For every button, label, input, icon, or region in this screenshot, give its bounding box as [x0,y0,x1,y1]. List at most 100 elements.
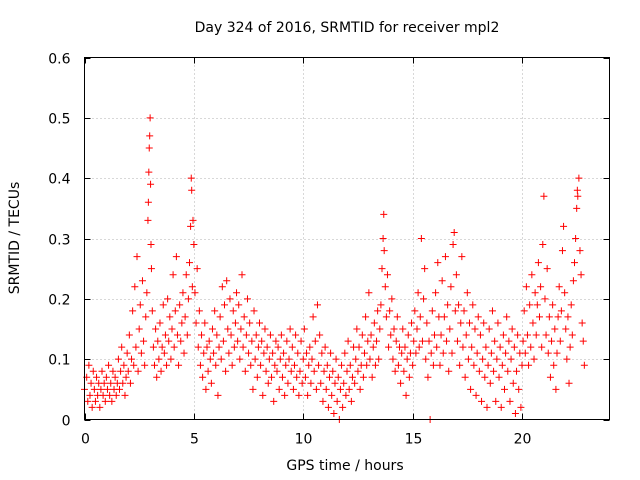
data-point [87,379,95,387]
data-point [165,337,173,345]
data-point [166,313,174,321]
data-point [420,295,428,303]
data-point [363,361,371,369]
data-point [444,301,452,309]
data-point [223,277,231,285]
data-point [319,397,327,405]
data-point [234,337,242,345]
data-point [578,319,586,327]
data-point [404,331,412,339]
data-point [187,174,195,182]
data-point [141,361,149,369]
data-point [249,385,257,393]
data-point [192,319,200,327]
data-point [405,373,413,381]
data-point [261,325,269,333]
data-point [172,253,180,261]
data-point [144,198,152,206]
data-point [424,373,432,381]
data-point [504,367,512,375]
data-point [189,216,197,224]
data-point [219,337,227,345]
data-point [282,361,290,369]
data-point [421,265,429,273]
data-point [456,361,464,369]
data-point [320,367,328,375]
data-point [423,319,431,327]
data-point [202,385,210,393]
data-point [322,385,330,393]
data-point [386,307,394,315]
data-point [374,307,382,315]
data-point [529,319,537,327]
data-point [228,361,236,369]
plot-frame [84,57,610,420]
data-point [531,289,539,297]
data-point [356,385,364,393]
data-point [443,337,451,345]
data-point [229,307,237,315]
data-point [377,301,385,309]
data-point [293,373,301,381]
data-point [187,222,195,230]
y-axis-label: SRMTID / TECUs [7,182,23,295]
data-point [257,361,265,369]
axis-ticks [84,57,610,421]
data-point [445,367,453,375]
data-point [503,313,511,321]
data-point [236,355,244,363]
data-point [352,355,360,363]
data-point [253,373,261,381]
data-point [341,349,349,357]
data-point [305,361,313,369]
data-points [81,114,588,423]
data-point [246,319,254,327]
y-tick-label: 0.4 [48,172,70,188]
data-point [562,325,570,333]
data-point [425,337,433,345]
data-point [298,379,306,387]
data-point [514,331,522,339]
data-point [265,355,273,363]
data-point [230,343,238,351]
y-tick-label: 0.6 [48,52,70,68]
data-point [526,301,534,309]
data-point [410,337,418,345]
data-point [540,192,548,200]
data-point [331,379,339,387]
data-point [134,367,142,375]
data-point [515,385,523,393]
data-point [254,343,262,351]
data-point [546,373,554,381]
data-point [97,385,105,393]
data-point [258,337,266,345]
data-point [355,343,363,351]
data-point [211,307,219,315]
data-point [184,295,192,303]
data-point [196,361,204,369]
data-point [457,319,465,327]
data-point [402,391,410,399]
data-point [99,391,107,399]
data-point [266,331,274,339]
data-point [122,373,130,381]
data-point [548,337,556,345]
data-point [359,373,367,381]
data-point [490,367,498,375]
data-point [205,337,213,345]
data-point [235,301,243,309]
data-point [85,361,93,369]
data-point [388,295,396,303]
data-point [226,295,234,303]
data-point [310,367,318,375]
data-point [379,235,387,242]
data-point [576,247,584,255]
data-point [135,325,143,333]
data-point [186,259,193,267]
data-point [262,367,270,375]
data-point [118,343,126,351]
data-point [96,403,104,411]
data-point [245,349,253,357]
data-point [124,367,132,375]
data-point [343,367,351,375]
